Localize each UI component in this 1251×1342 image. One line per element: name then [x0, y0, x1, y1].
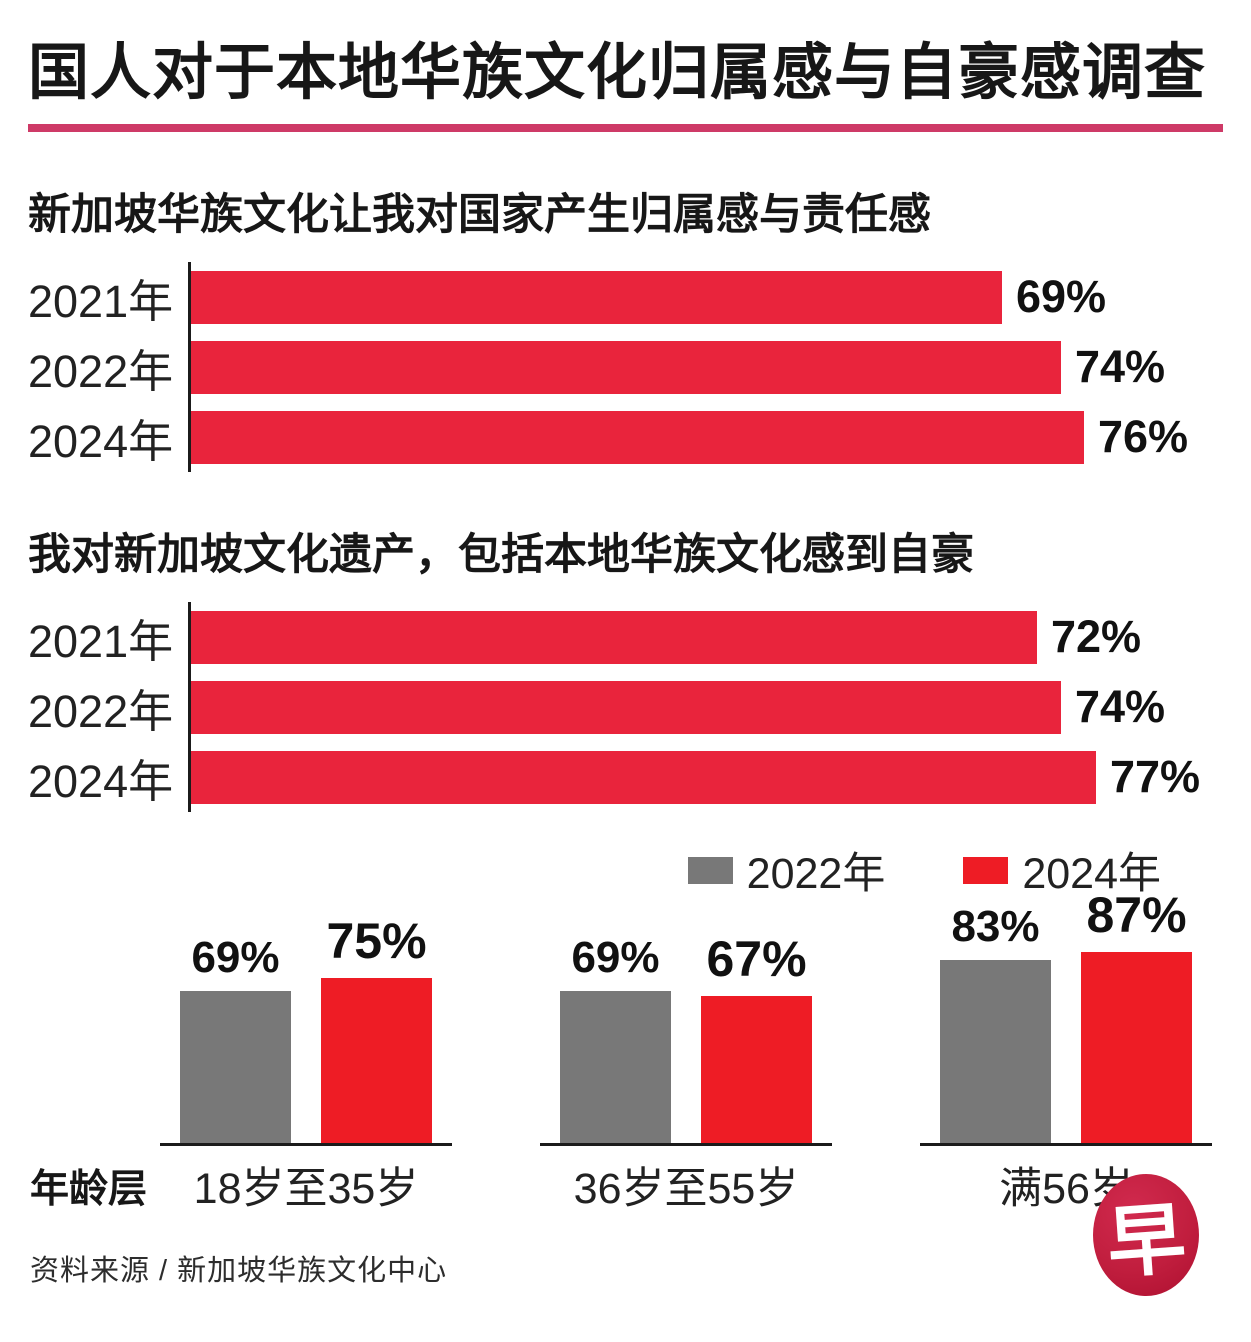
- bar-2024: [1081, 952, 1192, 1144]
- footer: 资料来源 / 新加坡华族文化中心 早: [28, 1172, 1223, 1342]
- bar-value-label: 76%: [1098, 411, 1189, 463]
- bar-col-2022: 69%: [180, 933, 291, 1144]
- bar-2024: [191, 750, 1096, 804]
- year-label: 2024年: [28, 415, 174, 467]
- bar-value-label: 74%: [1075, 681, 1166, 733]
- bar-col-2024: 87%: [1081, 886, 1192, 1144]
- bar-value-label: 67%: [706, 931, 807, 988]
- bar-cell: 76%: [188, 402, 1223, 473]
- bar-2024: [321, 978, 432, 1144]
- age-groups: 69% 75% 18岁至35岁 69%: [28, 887, 1223, 1216]
- bar-cell: 74%: [188, 332, 1223, 403]
- chart-belonging-rows: 2021年 69% 2022年 74% 2024年 76%: [28, 262, 1223, 473]
- year-label: 2021年: [28, 275, 174, 327]
- chart-by-age: 69% 75% 18岁至35岁 69%: [28, 887, 1223, 1216]
- bar-2022: [560, 991, 671, 1144]
- bar-value-label: 74%: [1075, 341, 1166, 393]
- bar-col-2024: 75%: [321, 912, 432, 1144]
- bar-row-2024: 2024年 77%: [28, 742, 1223, 813]
- year-label: 2024年: [28, 755, 174, 807]
- bar-value-label: 69%: [571, 933, 660, 983]
- legend-label-2022: 2022年: [746, 850, 886, 899]
- year-label: 2022年: [28, 685, 174, 737]
- bar-2024: [191, 410, 1084, 464]
- age-category-label: 18岁至35岁: [193, 1165, 419, 1214]
- bar-cell: 72%: [188, 602, 1223, 673]
- bar-row-2021: 2021年 72%: [28, 602, 1223, 673]
- chart-pride-rows: 2021年 72% 2022年 74% 2024年 77%: [28, 602, 1223, 813]
- legend-label-2024: 2024年: [1022, 850, 1161, 899]
- age-category-label: 36岁至55岁: [573, 1165, 799, 1214]
- bar-2024: [701, 996, 812, 1144]
- bar-row-2021: 2021年 69%: [28, 262, 1223, 333]
- bar-col-2022: 69%: [560, 933, 671, 1144]
- chart-pride: 我对新加坡文化遗产，包括本地华族文化感到自豪 2021年 72% 2022年 7…: [28, 520, 1223, 813]
- bar-value-label: 83%: [951, 902, 1040, 952]
- legend-swatch-2024: [963, 856, 1009, 884]
- zaobao-logo-character: 早: [1104, 1195, 1189, 1288]
- bar-2022: [191, 340, 1061, 394]
- header: 国人对于本地华族文化归属感与自豪感调查: [28, 38, 1223, 133]
- bar-2022: [180, 991, 291, 1144]
- legend-item-2024: 2024年: [963, 839, 1161, 901]
- chart-pride-title: 我对新加坡文化遗产，包括本地华族文化感到自豪: [28, 531, 974, 580]
- group-bars: 69% 75%: [160, 894, 452, 1147]
- bar-value-label: 69%: [1016, 271, 1107, 323]
- page-title: 国人对于本地华族文化归属感与自豪感调查: [28, 38, 1207, 106]
- bar-2021: [191, 610, 1037, 664]
- source-credit: 资料来源 / 新加坡华族文化中心: [30, 1255, 448, 1287]
- title-underline: [28, 124, 1223, 133]
- bar-value-label: 72%: [1051, 611, 1142, 663]
- group-56-plus: 83% 87% 满56岁: [920, 887, 1212, 1216]
- bar-row-2022: 2022年 74%: [28, 332, 1223, 403]
- bar-2022: [191, 680, 1061, 734]
- age-axis-label: 年龄层: [30, 1168, 148, 1212]
- bar-cell: 74%: [188, 672, 1223, 743]
- year-label: 2022年: [28, 345, 174, 397]
- chart-belonging: 新加坡华族文化让我对国家产生归属感与责任感 2021年 69% 2022年 74…: [28, 180, 1223, 473]
- group-bars: 69% 67%: [540, 894, 832, 1147]
- bar-value-label: 75%: [326, 913, 427, 970]
- bar-value-label: 69%: [191, 933, 280, 983]
- bar-col-2022: 83%: [940, 902, 1051, 1144]
- bar-value-label: 77%: [1110, 751, 1201, 803]
- legend-item-2022: 2022年: [687, 839, 886, 901]
- bar-row-2022: 2022年 74%: [28, 672, 1223, 743]
- bar-2021: [191, 270, 1002, 324]
- bar-col-2024: 67%: [701, 930, 812, 1144]
- zaobao-logo: 早: [1093, 1174, 1199, 1296]
- legend: 2022年 2024年: [28, 846, 1223, 898]
- bar-row-2024: 2024年 76%: [28, 402, 1223, 473]
- legend-swatch-2022: [687, 856, 733, 884]
- group-36-55: 69% 67% 36岁至55岁: [540, 894, 832, 1216]
- year-label: 2021年: [28, 615, 174, 667]
- bar-cell: 77%: [188, 742, 1223, 813]
- chart-belonging-title: 新加坡华族文化让我对国家产生归属感与责任感: [28, 191, 931, 240]
- bar-cell: 69%: [188, 262, 1223, 333]
- group-18-35: 69% 75% 18岁至35岁: [160, 894, 452, 1216]
- group-bars: 83% 87%: [920, 887, 1212, 1147]
- bar-value-label: 87%: [1086, 887, 1187, 944]
- bar-2022: [940, 960, 1051, 1144]
